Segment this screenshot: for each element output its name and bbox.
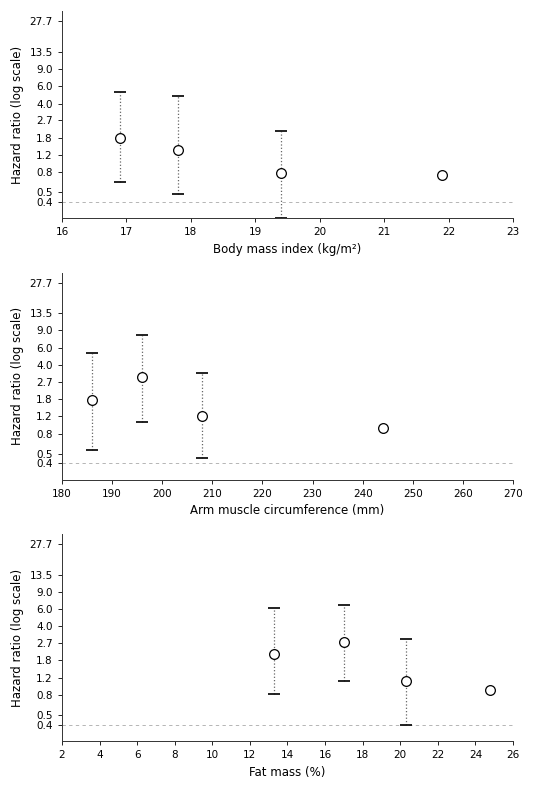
X-axis label: Body mass index (kg/m²): Body mass index (kg/m²) [214, 243, 362, 256]
Y-axis label: Hazard ratio (log scale): Hazard ratio (log scale) [11, 307, 24, 446]
X-axis label: Arm muscle circumference (mm): Arm muscle circumference (mm) [190, 504, 384, 517]
Y-axis label: Hazard ratio (log scale): Hazard ratio (log scale) [11, 46, 24, 184]
Y-axis label: Hazard ratio (log scale): Hazard ratio (log scale) [11, 569, 24, 707]
X-axis label: Fat mass (%): Fat mass (%) [249, 766, 326, 779]
